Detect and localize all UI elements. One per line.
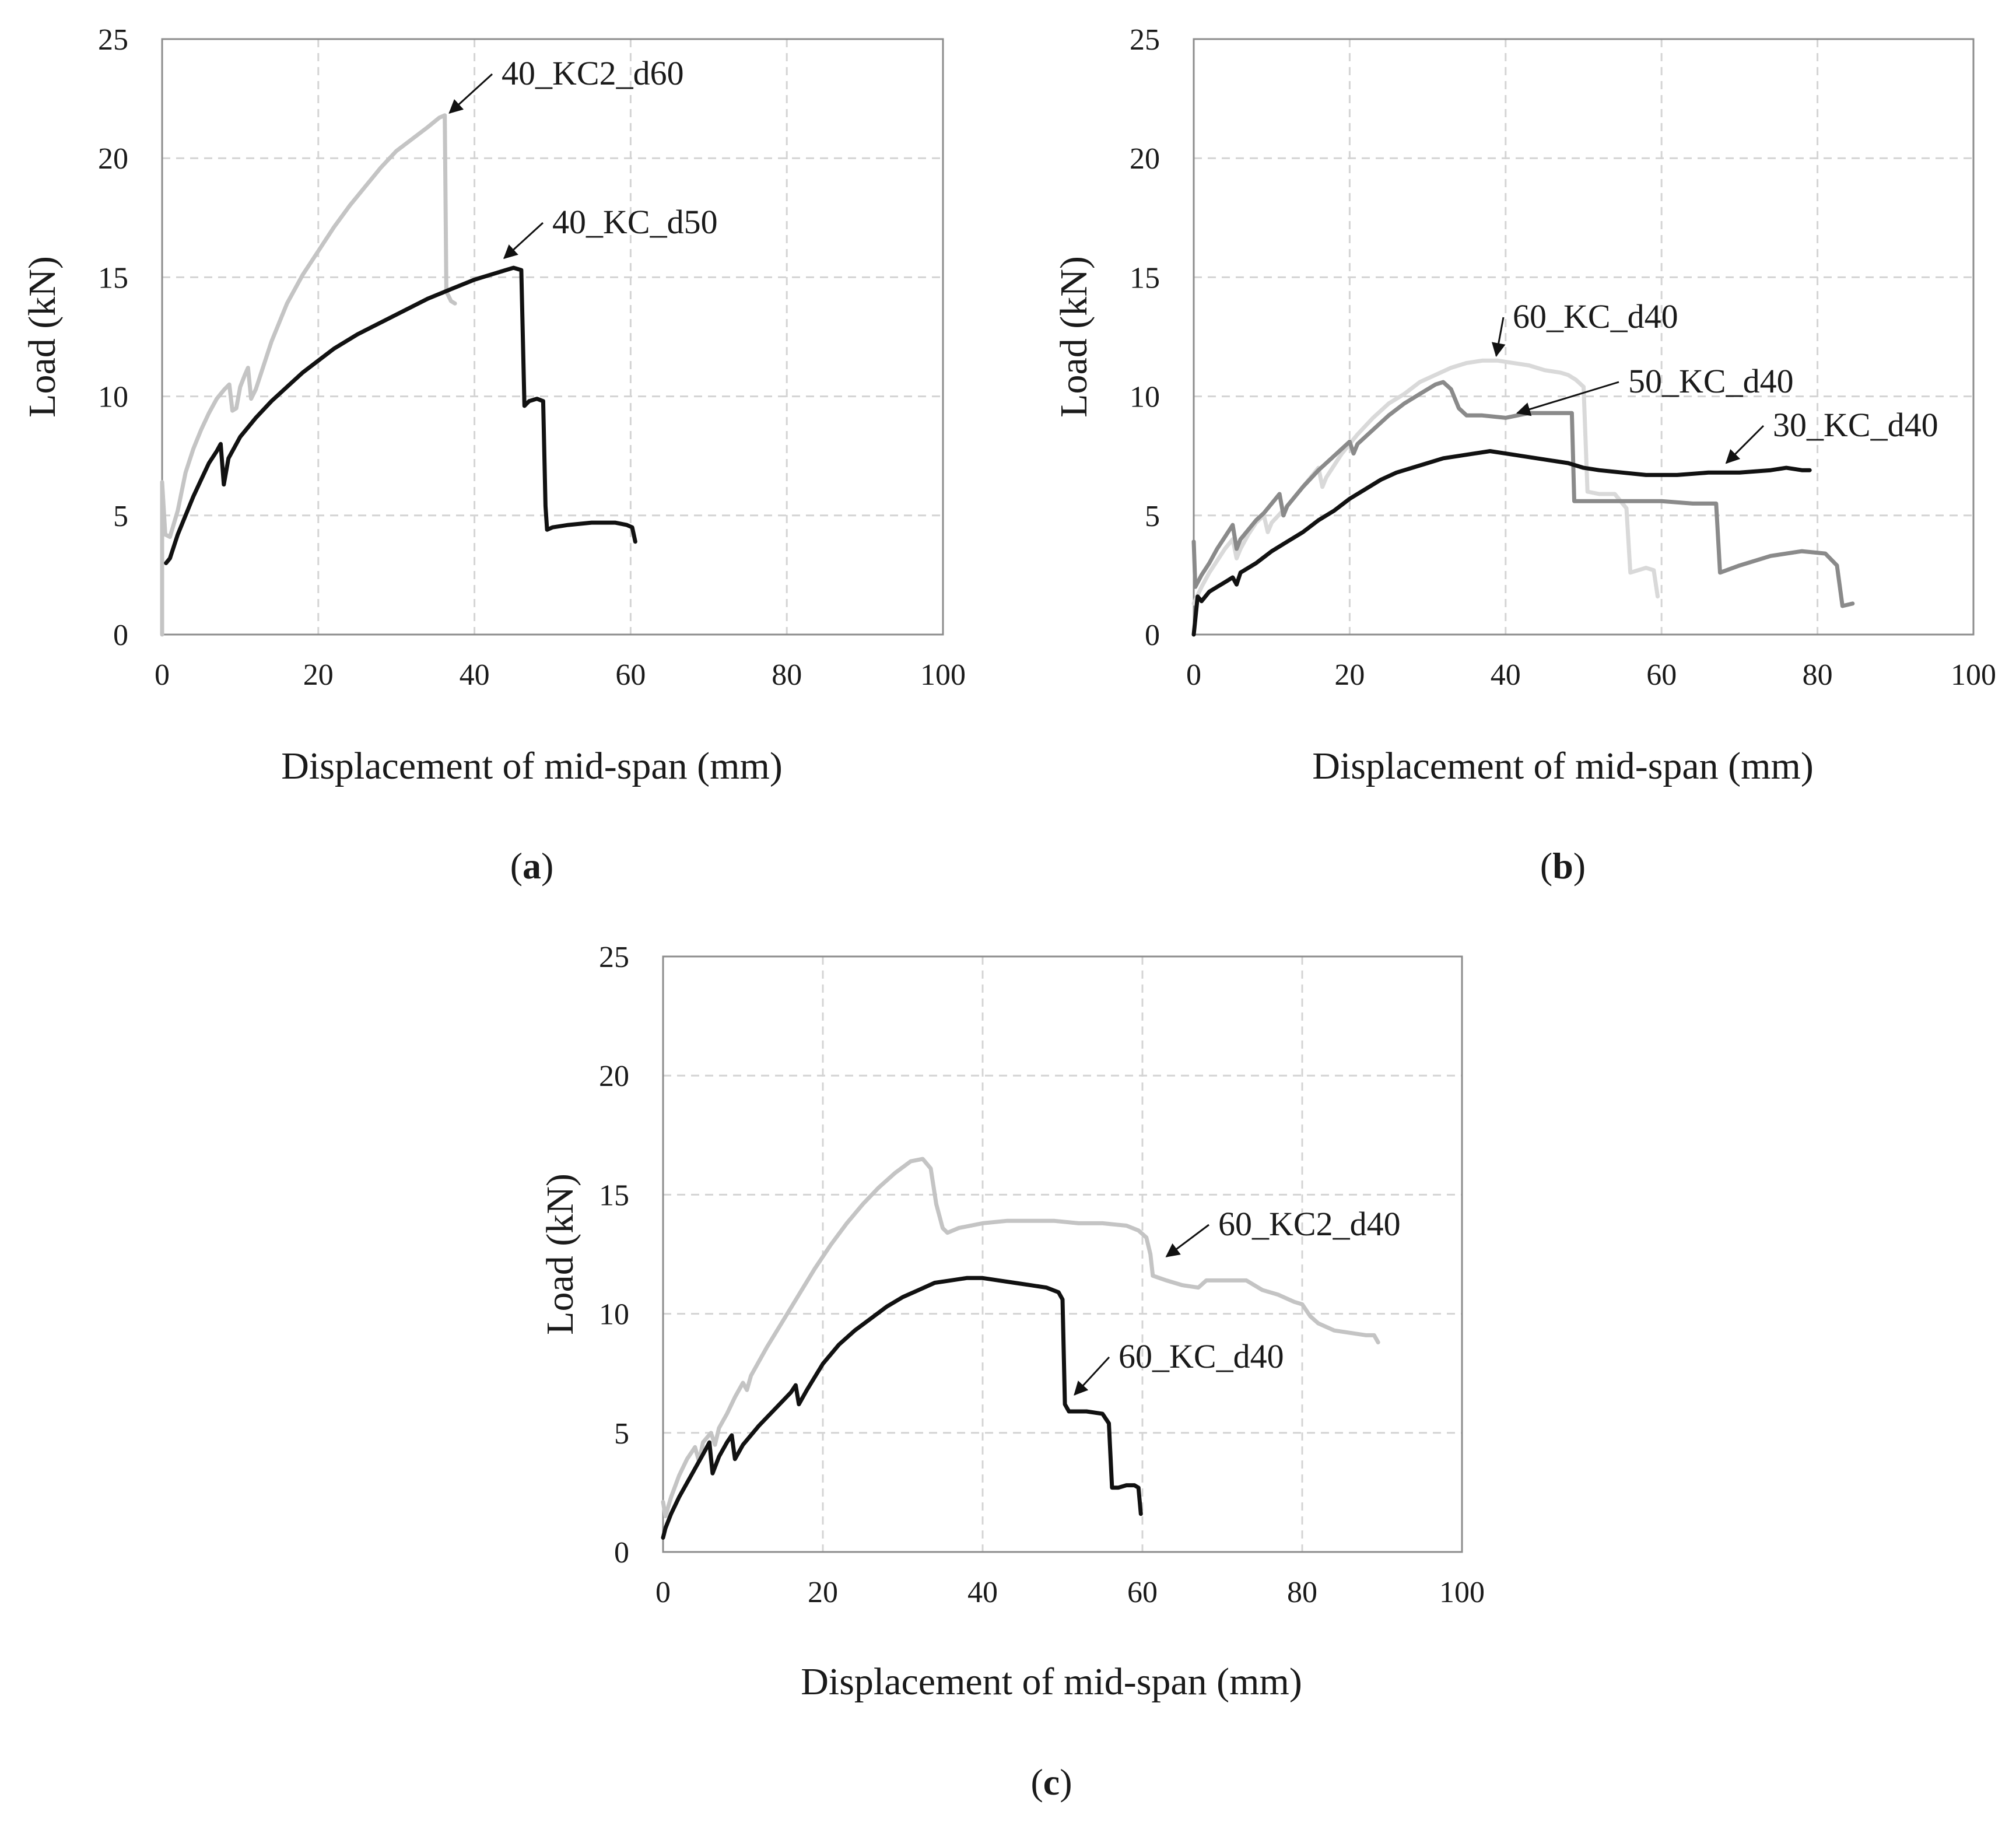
x-tick-label-c: 60 — [1127, 1576, 1158, 1609]
annotation-arrow-40_KC2_d60 — [448, 73, 493, 114]
series-line-50_KC_d40 — [1191, 380, 1855, 608]
y-tick-label-b: 20 — [1130, 142, 1160, 176]
annotation-label-50_KC_d40: 50_KC_d40 — [1628, 362, 1794, 400]
y-tick-label-c: 15 — [599, 1179, 629, 1212]
y-tick-label-b: 25 — [1130, 23, 1160, 57]
y-tick-label-a: 20 — [98, 142, 128, 176]
chart-panel-c: 0 20 40 60 80 100 0 5 10 15 20 25 Displacement of mi… — [539, 941, 1485, 1803]
chart-panel-a: 0 20 40 60 80 100 0 5 10 15 20 25 Displacement of mi… — [21, 23, 966, 887]
series-line-60_KC_d40 — [661, 1276, 1143, 1540]
x-axis-label-a: Displacement of mid-span (mm) — [281, 745, 783, 787]
annotation-label-30_KC_d40: 30_KC_d40 — [1773, 406, 1938, 444]
x-tick-label-c: 80 — [1287, 1576, 1317, 1609]
x-tick-label-c: 100 — [1439, 1576, 1485, 1609]
x-tick-label-a: 20 — [303, 658, 334, 692]
annotation-arrow-30_KC_d40 — [1725, 425, 1765, 464]
annotation-label-40_KC2_d60: 40_KC2_d60 — [502, 54, 684, 92]
x-tick-label-c: 20 — [808, 1576, 838, 1609]
x-tick-label-b: 80 — [1803, 658, 1833, 692]
y-tick-label-c: 10 — [599, 1298, 629, 1332]
x-tick-label-a: 100 — [920, 658, 966, 692]
x-tick-label-c: 0 — [655, 1576, 671, 1609]
annotation-arrow-50_KC_d40 — [1516, 381, 1619, 416]
plot-area-b — [1194, 39, 1973, 635]
annotation-label-60_KC_d40: 60_KC_d40 — [1119, 1337, 1284, 1375]
x-tick-label-a: 40 — [460, 658, 490, 692]
plot-frame-c — [662, 955, 1463, 1553]
x-tick-label-c: 40 — [967, 1576, 998, 1609]
y-tick-label-a: 5 — [113, 500, 128, 533]
y-tick-label-c: 5 — [614, 1417, 629, 1450]
y-axis-label-b: Load (kN) — [1053, 256, 1095, 418]
y-tick-label-b: 10 — [1130, 381, 1160, 414]
plot-area-c — [663, 956, 1462, 1552]
panel-label-c: (c) — [1030, 1761, 1072, 1803]
series-line-60_KC_d40 — [1191, 358, 1660, 606]
y-tick-label-c: 25 — [599, 941, 629, 974]
annotation-label-40_KC_d50: 40_KC_d50 — [552, 203, 718, 241]
series-line-60_KC2_d40 — [661, 1157, 1380, 1519]
annotation-arrow-60_KC_d40 — [1491, 317, 1506, 358]
x-axis-label-c: Displacement of mid-span (mm) — [801, 1660, 1302, 1703]
annotation-arrow-60_KC_d40 — [1074, 1356, 1110, 1396]
x-tick-label-b: 100 — [1951, 658, 1996, 692]
x-tick-label-b: 60 — [1646, 658, 1677, 692]
annotation-label-60_KC_d40: 60_KC_d40 — [1513, 297, 1678, 335]
y-tick-label-a: 10 — [98, 381, 128, 414]
plot-area-a — [162, 39, 943, 635]
panel-label-b: (b) — [1540, 845, 1586, 887]
annotation-label-60_KC2_d40: 60_KC2_d40 — [1218, 1205, 1401, 1243]
y-tick-label-a: 25 — [98, 23, 128, 57]
y-tick-label-b: 5 — [1145, 500, 1160, 533]
x-tick-label-b: 0 — [1186, 658, 1201, 692]
annotation-arrow-60_KC2_d40 — [1165, 1224, 1209, 1257]
annotation-arrow-40_KC_d50 — [503, 222, 544, 260]
y-tick-label-b: 0 — [1145, 619, 1160, 652]
y-tick-label-a: 0 — [113, 619, 128, 652]
y-tick-label-c: 0 — [614, 1536, 629, 1569]
x-tick-label-b: 40 — [1491, 658, 1521, 692]
series-line-40_KC2_d60 — [160, 113, 457, 637]
panel-label-a: (a) — [510, 845, 554, 887]
y-tick-label-c: 20 — [599, 1060, 629, 1093]
series-line-40_KC_d50 — [164, 265, 637, 565]
y-tick-label-b: 15 — [1130, 261, 1160, 295]
plot-frame-b — [1193, 38, 1975, 636]
y-axis-label-a: Load (kN) — [21, 256, 64, 418]
y-axis-label-c: Load (kN) — [539, 1173, 581, 1335]
x-axis-label-b: Displacement of mid-span (mm) — [1312, 745, 1814, 787]
chart-panel-b: 0 20 40 60 80 100 0 5 10 15 20 25 Displacement of mi… — [1053, 23, 1996, 887]
x-tick-label-a: 60 — [615, 658, 646, 692]
x-tick-label-a: 0 — [155, 658, 170, 692]
plot-frame-a — [161, 38, 944, 636]
x-tick-label-b: 20 — [1334, 658, 1365, 692]
y-tick-label-a: 15 — [98, 261, 128, 295]
series-line-30_KC_d40 — [1191, 449, 1812, 637]
x-tick-label-a: 80 — [772, 658, 802, 692]
